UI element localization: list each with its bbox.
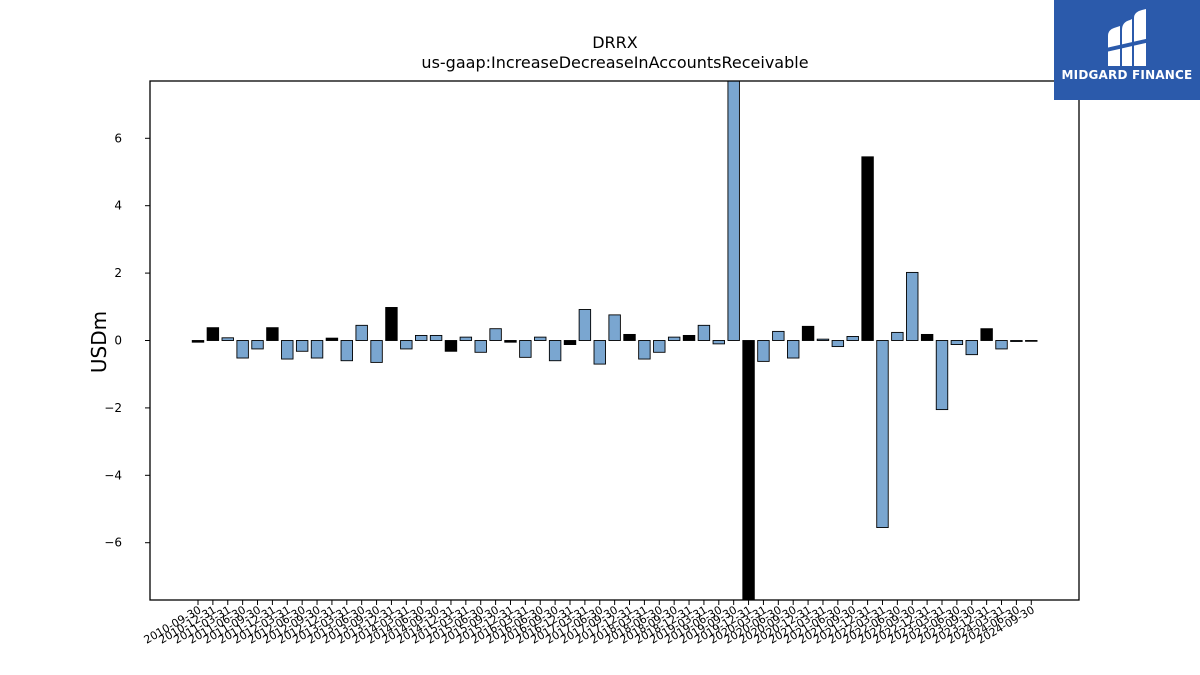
bar-2018-06-30: [653, 340, 666, 353]
bar-2012-12-31: [325, 337, 339, 341]
bar-2020-09-30: [787, 340, 800, 359]
bar-2023-03-31: [935, 340, 949, 411]
bar-2012-06-30: [295, 340, 309, 352]
bar-2014-06-30: [415, 334, 428, 341]
bar-2021-12-31: [861, 156, 874, 341]
bar-2013-03-31: [340, 340, 353, 362]
bar-2020-12-31: [801, 325, 815, 341]
bar-2016-03-31: [519, 340, 532, 358]
y-tick-label: 6: [114, 131, 122, 145]
bar-2011-09-30: [251, 340, 264, 350]
bar-2014-12-31: [444, 340, 458, 352]
y-tick-label: 4: [114, 199, 122, 213]
bar-2017-12-31: [623, 333, 636, 341]
bar-2022-09-30: [906, 271, 919, 341]
bar-2017-06-30: [593, 340, 606, 365]
bar-2015-09-30: [489, 328, 502, 341]
bar-2015-03-31: [459, 336, 473, 341]
bar-2014-03-31: [400, 340, 413, 350]
bar-2021-06-30: [831, 340, 845, 348]
bar-2024-06-30: [1010, 340, 1023, 342]
bar-2012-03-31: [281, 340, 294, 360]
bar-2021-09-30: [846, 336, 859, 341]
midgard-logo-icon: [1106, 9, 1150, 66]
y-axis-label: USDm: [87, 311, 111, 373]
bar-2019-06-30: [712, 340, 725, 345]
y-tick-label: −2: [104, 401, 122, 415]
chart-title: DRRX: [592, 33, 638, 52]
bar-2015-12-31: [504, 340, 517, 343]
bar-2024-09-30: [1025, 340, 1038, 342]
bar-2013-12-31: [385, 307, 398, 341]
bar-2010-12-31: [206, 327, 220, 341]
bar-2023-06-30: [950, 340, 964, 345]
y-tick-label: 2: [114, 266, 122, 280]
brand-name: MIDGARD FINANCE: [1061, 68, 1193, 82]
bar-2011-03-31: [221, 337, 234, 341]
bar-2022-03-31: [876, 340, 889, 528]
bar-2023-09-30: [965, 340, 978, 356]
bar-2011-06-30: [236, 340, 249, 359]
bar-2011-12-31: [266, 327, 279, 341]
chart-subtitle: us-gaap:IncreaseDecreaseInAccountsReceiv…: [421, 53, 808, 72]
bar-2022-12-31: [920, 333, 934, 341]
bar-2012-09-30: [310, 340, 324, 359]
bar-2016-12-31: [563, 340, 577, 345]
brand-logo: MIDGARD FINANCE: [1054, 0, 1200, 100]
bar-2019-12-31: [742, 340, 755, 601]
bar-2013-06-30: [355, 324, 368, 341]
plot-frame: [149, 80, 1080, 601]
bar-2018-09-30: [667, 336, 681, 341]
bar-2020-06-30: [772, 330, 785, 341]
bar-2018-03-31: [638, 340, 651, 360]
bar-2013-09-30: [370, 340, 383, 363]
bar-2015-06-30: [474, 340, 487, 353]
y-tick-label: −6: [104, 536, 122, 550]
bar-2017-03-31: [578, 309, 592, 341]
y-tick-label: 0: [114, 334, 122, 348]
bar-2016-09-30: [548, 340, 562, 362]
bar-2021-03-31: [816, 338, 830, 341]
bar-2020-03-31: [757, 340, 770, 362]
bar-2024-03-31: [995, 340, 1008, 350]
bar-2023-12-31: [980, 328, 993, 341]
bars-layer: [191, 80, 1038, 601]
ticks-layer: 2010-09-302010-12-312011-03-312011-06-30…: [104, 131, 1036, 646]
bar-2019-09-30: [727, 80, 740, 341]
bar-2014-09-30: [429, 334, 443, 341]
y-tick-label: −4: [104, 468, 122, 482]
bar-2017-09-30: [608, 314, 621, 341]
bar-2018-12-31: [682, 334, 696, 341]
bar-2019-03-31: [697, 324, 711, 341]
bar-2010-09-30: [191, 340, 205, 343]
bar-2022-06-30: [891, 331, 904, 341]
bar-2016-06-30: [534, 336, 547, 341]
